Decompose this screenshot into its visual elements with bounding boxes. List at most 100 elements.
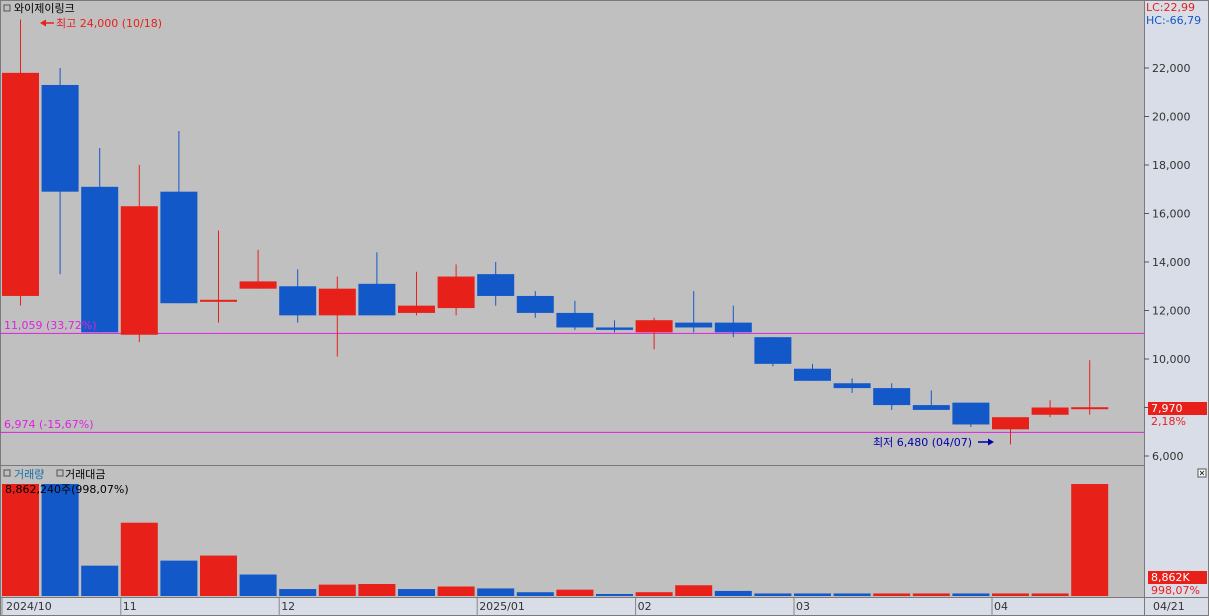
current-change: 2,18% (1151, 415, 1186, 428)
volume-bar (41, 484, 79, 596)
candle (556, 300, 594, 330)
stock-name: 와이제이링크 (14, 2, 75, 15)
candle-body (437, 276, 475, 309)
volume-bar (120, 522, 158, 596)
candle-body (279, 286, 317, 316)
volume-bar (477, 588, 515, 596)
volume-bar (239, 574, 277, 596)
date-tick-label: 12 (281, 600, 295, 613)
volume-bar (952, 593, 990, 596)
candle-body (239, 281, 277, 289)
date-tick-label: 03 (796, 600, 810, 613)
candle-body (873, 388, 911, 406)
date-tick-label: 02 (638, 600, 652, 613)
current-price-tag (1148, 402, 1207, 415)
low-label: 최저 6,480 (04/07) (873, 436, 972, 449)
candle-body (477, 274, 515, 296)
date-tick-label: 11 (123, 600, 137, 613)
upper-level-label: 11,059 (33,72%) (4, 319, 97, 332)
candle (992, 417, 1029, 445)
candle (833, 378, 871, 393)
arrow-left-icon (40, 19, 46, 27)
candle (477, 262, 515, 306)
volume-bar (398, 589, 435, 596)
candle-body (635, 320, 673, 333)
price-tick-label: 12,000 (1152, 305, 1191, 318)
price-tick-label: 6,000 (1152, 450, 1184, 463)
candle (2, 19, 39, 306)
lower-level-label: 6,974 (-15,67%) (4, 418, 93, 431)
volume-bar (556, 589, 594, 596)
candle (596, 320, 633, 333)
candle-body (81, 186, 119, 333)
candle-body (992, 417, 1029, 430)
date-tick-label: 2024/10 (6, 600, 52, 613)
volume-bar (81, 565, 119, 596)
low-marker: 최저 6,480 (04/07) (873, 436, 994, 449)
volume-bar (2, 484, 39, 596)
price-tick-label: 18,000 (1152, 159, 1191, 172)
candle (200, 230, 237, 323)
volume-bar (873, 593, 911, 596)
high-label: 최고 24,000 (10/18) (56, 17, 162, 30)
amount-tab[interactable]: 거래대금 (65, 468, 105, 481)
volume-bar (437, 586, 475, 596)
candle-body (2, 72, 39, 296)
volume-bar (714, 590, 752, 596)
volume-tab[interactable]: 거래량 (14, 468, 44, 481)
candle (279, 269, 317, 323)
candle (516, 291, 554, 318)
high-marker: 최고 24,000 (10/18) (40, 17, 162, 30)
volume-bar (1031, 593, 1069, 596)
volume-bar (675, 585, 713, 596)
title-box-icon[interactable] (3, 4, 11, 12)
candle-body (675, 322, 713, 328)
candle-body (1031, 407, 1069, 415)
candle (754, 337, 792, 367)
price-tick-label: 22,000 (1152, 62, 1191, 75)
candle-body (358, 283, 396, 316)
volume-bar (200, 555, 237, 596)
price-tick-label: 16,000 (1152, 208, 1191, 221)
candle (81, 148, 119, 333)
price-tick-label: 10,000 (1152, 353, 1191, 366)
volume-bar (992, 593, 1029, 596)
volume-bar (754, 593, 792, 596)
candle-body (556, 312, 594, 328)
current-price: 7,970 (1151, 402, 1183, 415)
candle-body (516, 295, 554, 313)
candle (120, 165, 158, 343)
volume-bar (596, 594, 633, 596)
price-tick-label: 20,000 (1152, 111, 1191, 124)
date-tick-label: 04 (994, 600, 1008, 613)
volume-bar (318, 584, 356, 596)
candle (952, 402, 990, 427)
candle (41, 68, 79, 275)
volume-bar (1071, 484, 1109, 596)
candle-body (318, 288, 356, 316)
volume-bar (833, 593, 871, 596)
candle (794, 363, 831, 381)
candle-body (952, 402, 990, 425)
price-axis (1145, 0, 1209, 616)
candle (437, 264, 475, 316)
candle-body (833, 383, 871, 389)
candle-body (1071, 407, 1109, 410)
candle-body (794, 368, 831, 381)
candle-body (754, 337, 792, 364)
candle-body (398, 305, 435, 313)
volume-tab-icon[interactable] (3, 469, 11, 477)
amount-tab-icon[interactable] (56, 469, 64, 477)
candle (714, 305, 752, 338)
arrow-right-icon (988, 438, 994, 446)
candle (160, 131, 198, 304)
date-tick-label: 2025/01 (479, 600, 525, 613)
candle (1031, 400, 1069, 418)
volume-bar (516, 592, 554, 596)
candle (912, 390, 950, 410)
current-volume-tag (1148, 571, 1207, 584)
candle-body (41, 84, 79, 192)
current-volume-pct: 998,07% (1151, 584, 1200, 597)
hc-indicator: HC:-66,79 (1146, 14, 1201, 27)
